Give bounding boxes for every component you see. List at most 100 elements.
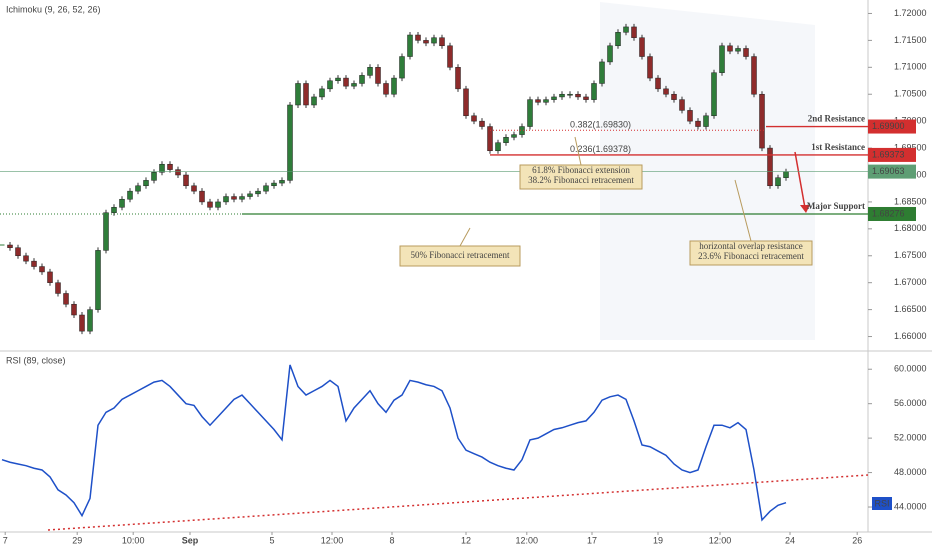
callout-pointer [574,136,582,166]
candle [655,77,661,90]
y-tick-label: 1.71500 [894,35,927,45]
candle [495,142,501,152]
candle [663,88,669,95]
candle [423,40,429,44]
candle [527,99,533,127]
candle [775,177,781,187]
y-tick-label: 1.69500 [894,142,927,152]
y-tick-label: 1.67000 [894,277,927,287]
candle [231,196,237,200]
candle [0,244,5,246]
annotation-box [689,240,813,266]
price-tag-label: 1.69900 [872,121,905,131]
x-tick-label: 8 [389,535,394,545]
candle [639,37,645,57]
candle [351,83,357,87]
candle [375,67,381,84]
candle [255,190,261,195]
candle [151,172,157,181]
x-tick-label: 12:00 [709,535,732,545]
rsi-trendline [47,474,869,531]
candle [503,137,509,143]
y-tick-label: 56.0000 [894,398,927,408]
candle [479,120,485,127]
annotation-box [399,245,521,267]
candle [487,126,493,152]
x-tick-label: 19 [653,535,663,545]
candle [191,185,197,192]
candle [383,83,389,95]
candle [583,96,589,100]
indicator-title: Ichimoku (9, 26, 52, 26) [6,4,101,14]
candle [687,110,693,122]
level-name: 1st Resistance [811,142,865,152]
candle [359,75,365,84]
candle [39,266,45,273]
candle [247,193,253,197]
price-tag-label: 1.68276 [872,208,905,218]
x-tick-label: 10:00 [122,535,145,545]
candle [391,77,397,95]
candle [7,244,13,248]
y-tick-label: 44.0000 [894,501,927,511]
candle [719,45,725,73]
candle [511,134,517,138]
candle [87,309,93,332]
x-tick-label: Sep [182,535,199,545]
candle [671,93,677,100]
x-tick-label: 12:00 [516,535,539,545]
candle [31,260,37,267]
candle [679,99,685,111]
candle [751,56,757,95]
candle [439,37,445,47]
candle [71,303,77,316]
fib-label: 0.382(1.69830) [570,120,631,130]
y-tick-label: 1.71000 [894,62,927,72]
candle [599,61,605,84]
candle [327,80,333,90]
candle [623,26,629,33]
callout-pointer [734,179,752,242]
candle [15,247,21,257]
level-name: Major Support [807,201,865,211]
candle [407,34,413,57]
candle [343,77,349,87]
candle [175,169,181,176]
annotation-box [519,164,643,190]
candle [135,185,141,192]
x-tick-label: 24 [785,535,795,545]
candle [79,314,85,332]
price-tag-label: 1.69373 [872,149,905,159]
candle [559,93,565,98]
candle [631,26,637,38]
candle [471,115,477,122]
arrow-head [800,205,810,213]
candle [215,201,221,208]
candle [159,163,165,173]
candle [303,83,309,106]
callout-pointer [459,227,471,247]
level-name: 2nd Resistance [808,114,865,124]
candle [703,115,709,127]
candle [279,180,285,184]
candle [207,201,213,208]
x-tick-label: 12 [461,535,471,545]
candle [415,34,421,41]
price-tag [868,164,916,179]
candle [567,93,573,96]
candle [399,56,405,79]
candle [735,48,741,52]
price-tag [868,206,916,221]
y-tick-label: 52.0000 [894,432,927,442]
indicator-title: RSI (89, close) [6,355,66,365]
y-tick-label: 1.72000 [894,8,927,18]
candle [607,45,613,63]
y-tick-label: 60.0000 [894,364,927,374]
y-tick-label: 1.66500 [894,304,927,314]
annotation-text: 23.6% Fibonacci retracement [698,251,804,261]
price-tag [868,119,916,134]
candle [95,250,101,310]
candle [119,198,125,208]
candle [55,282,61,294]
